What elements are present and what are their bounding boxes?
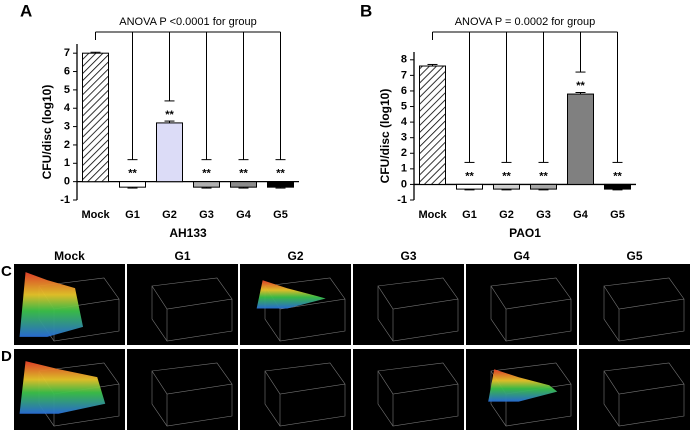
image-box-outline [151, 277, 233, 342]
bar [156, 122, 183, 183]
microscopy-image [353, 349, 464, 430]
bar [419, 65, 446, 185]
x-tick-label: G3 [199, 209, 214, 221]
significance-stars: ** [202, 168, 211, 180]
y-tick-label: 5 [64, 84, 70, 96]
y-tick-label: 0 [401, 178, 407, 190]
significance-stars: ** [239, 168, 248, 180]
x-tick-label: G1 [462, 209, 477, 221]
bar [456, 183, 483, 190]
x-tick-label: G5 [273, 209, 288, 221]
y-tick-label: 8 [401, 54, 407, 66]
microscopy-image [466, 264, 577, 345]
y-tick-label: 5 [401, 100, 407, 112]
bar [267, 181, 294, 188]
image-box-outline [603, 362, 685, 427]
y-tick-label: 0 [64, 176, 70, 188]
microscopy-image [579, 349, 690, 430]
column-label: G1 [174, 249, 190, 263]
y-tick-label: 6 [64, 65, 70, 77]
bar [493, 183, 520, 190]
column-label: G3 [400, 249, 416, 263]
significance-stars: ** [613, 170, 622, 182]
biofilm-render [19, 361, 106, 414]
biofilm-render [488, 369, 558, 402]
y-tick-label: 2 [64, 139, 70, 151]
significance-stars: ** [165, 109, 174, 121]
anova-label: ANOVA P = 0.0002 for group [455, 16, 596, 28]
bar [604, 183, 631, 190]
x-tick-label: G4 [236, 209, 252, 221]
y-tick-label: 7 [64, 47, 70, 59]
bar [230, 181, 257, 188]
row-label: D [1, 348, 12, 365]
y-tick-label: 3 [401, 132, 407, 144]
bar [82, 52, 109, 183]
x-tick-label: G2 [499, 209, 514, 221]
significance-stars: ** [276, 168, 285, 180]
x-tick-label: G5 [610, 209, 625, 221]
y-tick-label: 4 [401, 116, 408, 128]
y-tick-label: -1 [60, 194, 70, 206]
image-box-outline [603, 277, 685, 342]
x-tick-label: G1 [125, 209, 140, 221]
significance-stars: ** [128, 168, 137, 180]
microscopy-image [353, 264, 464, 345]
significance-stars: ** [576, 80, 585, 92]
bar [193, 181, 220, 188]
x-axis-label: AH133 [169, 226, 207, 240]
bar [530, 183, 557, 190]
x-tick-label: Mock [81, 209, 110, 221]
image-box-outline [377, 362, 459, 427]
significance-stars: ** [539, 170, 548, 182]
y-tick-label: 1 [401, 163, 407, 175]
biofilm-render [256, 280, 326, 309]
image-box-outline [490, 277, 572, 342]
x-axis-label: PAO1 [509, 226, 541, 240]
x-tick-label: G4 [573, 209, 589, 221]
y-tick-label: 1 [64, 157, 70, 169]
y-tick-label: -1 [397, 194, 407, 206]
column-label: G2 [287, 249, 303, 263]
bar [119, 181, 146, 188]
image-box-outline [264, 362, 346, 427]
y-tick-label: 4 [64, 102, 71, 114]
microscopy-image [127, 349, 238, 430]
microscopy-image [579, 264, 690, 345]
microscopy-image [127, 264, 238, 345]
bar [567, 93, 594, 185]
significance-stars: ** [465, 170, 474, 182]
column-label: G5 [626, 249, 642, 263]
panel-label: A [20, 1, 32, 20]
column-label: Mock [54, 249, 85, 263]
y-axis-label: CFU/disc (log10) [378, 89, 392, 184]
y-tick-label: 3 [64, 120, 70, 132]
x-tick-label: G3 [536, 209, 551, 221]
panel-label: B [360, 1, 372, 20]
row-label: C [1, 263, 12, 280]
x-tick-label: G2 [162, 209, 177, 221]
biofilm-render [19, 272, 84, 337]
image-box-outline [151, 362, 233, 427]
image-box-outline [377, 277, 459, 342]
y-tick-label: 7 [401, 69, 407, 81]
y-tick-label: 2 [401, 147, 407, 159]
microscopy-image [240, 349, 351, 430]
y-tick-label: 6 [401, 85, 407, 97]
anova-label: ANOVA P <0.0001 for group [119, 16, 257, 28]
column-label: G4 [513, 249, 529, 263]
y-axis-label: CFU/disc (log10) [40, 85, 54, 180]
significance-stars: ** [502, 170, 511, 182]
x-tick-label: Mock [418, 209, 447, 221]
